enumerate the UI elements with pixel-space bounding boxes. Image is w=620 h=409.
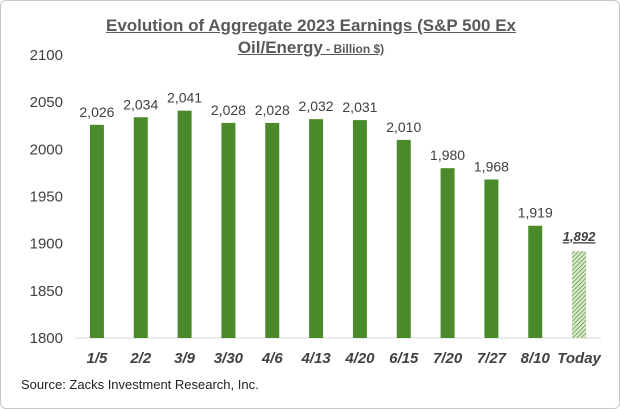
title-unit: - Billion $) [322, 42, 385, 56]
y-tick-label: 1900 [30, 236, 63, 253]
data-label: 2,032 [299, 98, 334, 114]
chart-title: Evolution of Aggregate 2023 Earnings (S&… [1, 15, 619, 60]
bar-1-5 [89, 124, 104, 338]
bar-4-13 [309, 119, 324, 338]
y-tick-label: 1850 [30, 283, 63, 300]
bar-7-20 [440, 168, 455, 338]
data-label: 2,028 [255, 102, 290, 118]
bar-2-2 [133, 117, 148, 338]
bar-8-10 [528, 225, 543, 338]
x-tick-label: Today [557, 350, 601, 367]
bar-4-6 [265, 122, 280, 338]
y-tick-label: 2100 [30, 47, 63, 64]
data-label: 2,010 [386, 119, 421, 135]
x-tick-label: 7/27 [477, 350, 507, 367]
data-label: 1,980 [430, 147, 465, 163]
x-tick-label: 3/30 [214, 350, 244, 367]
bar-6-15 [396, 139, 411, 338]
x-tick-label: 4/13 [300, 350, 331, 367]
y-tick-label: 1800 [30, 330, 63, 347]
data-label: 2,034 [123, 96, 158, 112]
bar-3-30 [221, 122, 236, 338]
data-label: 1,892 [563, 229, 596, 244]
x-tick-label: 3/9 [174, 350, 196, 367]
data-label: 2,031 [342, 99, 377, 115]
bar-4-20 [352, 120, 367, 338]
x-tick-label: 4/6 [261, 350, 284, 367]
x-tick-label: 6/15 [389, 350, 419, 367]
bar-3-9 [177, 110, 192, 338]
x-tick-label: 7/20 [433, 350, 463, 367]
x-tick-label: 8/10 [521, 350, 551, 367]
title-line-2: Oil/Energy [237, 38, 323, 57]
x-tick-label: 1/5 [86, 350, 108, 367]
y-tick-label: 1950 [30, 189, 63, 206]
y-tick-label: 2050 [30, 94, 63, 111]
data-label: 1,968 [474, 159, 509, 175]
source-note: Source: Zacks Investment Research, Inc. [21, 377, 259, 392]
title-line-1: Evolution of Aggregate 2023 Earnings (S&… [105, 16, 516, 35]
bar-today [572, 251, 587, 338]
data-label: 2,026 [79, 104, 114, 120]
x-tick-label: 4/20 [344, 350, 375, 367]
y-tick-label: 2000 [30, 141, 63, 158]
data-label: 1,919 [518, 205, 553, 221]
bar-7-27 [484, 179, 499, 338]
x-tick-label: 2/2 [129, 350, 152, 367]
data-label: 2,041 [167, 90, 202, 106]
data-label: 2,028 [211, 102, 246, 118]
